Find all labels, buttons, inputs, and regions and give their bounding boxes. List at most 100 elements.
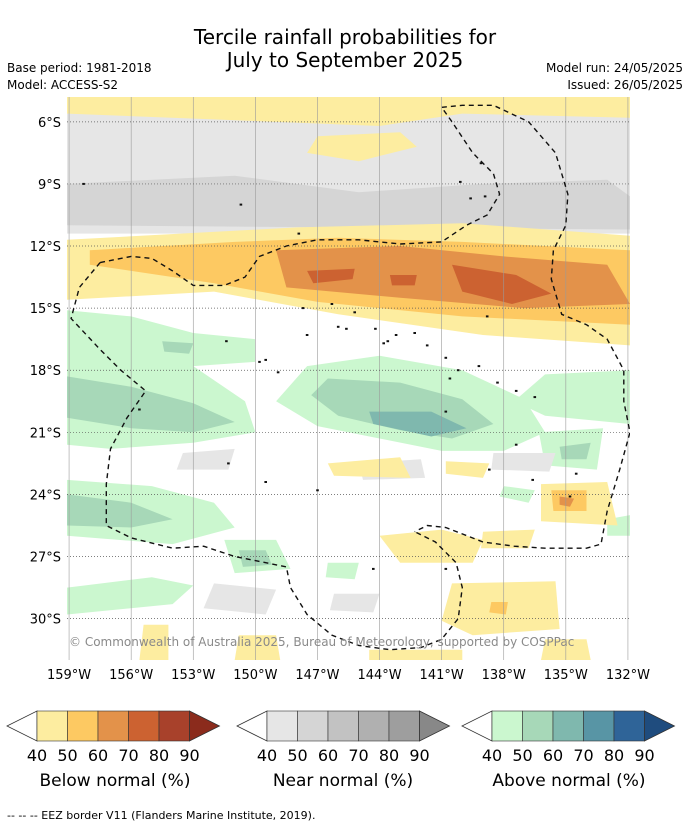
colorbar-segment: [266, 710, 298, 742]
x-axis-ticks: 159°W 156°W 153°W 150°W 147°W 144°W 141°W 138°W…: [47, 668, 650, 683]
colorbar-tick-label: 80: [379, 746, 399, 765]
island-marker: [568, 495, 572, 498]
colorbar-max-extension: [419, 710, 451, 742]
colorbar-segment: [613, 710, 645, 742]
island-marker: [225, 340, 228, 343]
colorbar-segment: [97, 710, 129, 742]
below-normal-region: [307, 132, 417, 162]
chart-title-line1: Tercile rainfall probabilities for: [193, 25, 497, 49]
island-marker: [514, 389, 518, 392]
below-normal-region: [67, 97, 630, 126]
below-normal-region: [327, 457, 411, 478]
island-marker: [227, 462, 230, 465]
island-marker: [297, 232, 301, 235]
island-marker: [456, 369, 460, 372]
colorbar-segment: [358, 710, 390, 742]
colorbar-min-extension: [6, 710, 38, 742]
above-normal-region: [325, 562, 359, 580]
colorbar-max-extension: [644, 710, 676, 742]
island-marker: [264, 481, 267, 483]
colorbar-segment: [522, 710, 554, 742]
gridlines: [67, 97, 630, 660]
colorbar-segment: [388, 710, 420, 742]
island-marker: [374, 327, 377, 330]
colorbar-tick-label: 70: [573, 746, 593, 765]
colorbar-segment: [297, 710, 329, 742]
colorbar-tick-label: 50: [512, 746, 532, 765]
island-marker: [496, 381, 499, 384]
island-outlines: [82, 162, 578, 570]
x-tick-label: 159°W: [47, 668, 91, 683]
colorbar-tick-label: 80: [149, 746, 169, 765]
island-marker: [483, 195, 487, 198]
y-tick-label: 21°S: [30, 426, 61, 441]
y-axis-ticks: 6°S 9°S 12°S 15°S 18°S 21°S 24°S 27°S 30°S: [30, 116, 61, 628]
island-marker: [488, 468, 491, 471]
island-marker: [444, 356, 448, 359]
island-marker: [301, 307, 305, 310]
x-tick-label: 150°W: [233, 668, 277, 683]
island-marker: [459, 180, 462, 183]
above-normal-region: [369, 411, 467, 437]
colorbar-min-extension: [236, 710, 268, 742]
x-tick-label: 153°W: [171, 668, 215, 683]
island-marker: [330, 303, 334, 305]
near-normal-region: [176, 448, 235, 470]
colorbar-tick-label: 70: [348, 746, 368, 765]
island-marker: [345, 327, 348, 330]
x-tick-label: 132°W: [606, 668, 650, 683]
eez-border-line: [99, 104, 630, 549]
island-marker: [276, 371, 280, 374]
below-normal-region: [139, 624, 169, 660]
colorbar-tick-label: 40: [257, 746, 277, 765]
island-marker: [514, 443, 518, 446]
island-marker: [316, 489, 319, 492]
island-marker: [386, 340, 390, 343]
island-marker: [82, 182, 85, 185]
colorbar-segment: [128, 710, 160, 742]
island-marker: [413, 332, 416, 334]
near-normal-region: [491, 453, 556, 472]
colorbar-min-extension: [461, 710, 493, 742]
island-marker: [531, 478, 534, 481]
above-normal-region: [67, 376, 235, 433]
island-marker: [477, 365, 481, 368]
below-normal-region: [379, 529, 483, 563]
y-tick-label: 6°S: [38, 116, 61, 131]
near-normal-region: [329, 593, 380, 613]
x-tick-label: 135°W: [544, 668, 588, 683]
eez-footnote: -- -- -- EEZ border V11 (Flanders Marine…: [7, 809, 316, 822]
colorbar-segment: [158, 710, 190, 742]
colorbar-segment: [491, 710, 523, 742]
y-tick-label: 12°S: [30, 240, 61, 255]
y-tick-label: 18°S: [30, 364, 61, 379]
island-marker: [394, 334, 398, 336]
colorbar-max-extension: [189, 710, 221, 742]
y-tick-label: 15°S: [30, 302, 61, 317]
island-marker: [382, 342, 385, 345]
colorbar-above-label: Above normal (%): [492, 771, 646, 791]
y-tick-label: 9°S: [38, 178, 61, 193]
colorbar-tick-label: 50: [287, 746, 307, 765]
above-normal-region: [67, 494, 173, 528]
island-marker: [305, 334, 309, 336]
colorbar-tick-label: 40: [482, 746, 502, 765]
below-normal-region: [445, 461, 490, 478]
near-normal-region: [203, 583, 277, 615]
island-marker: [336, 325, 340, 328]
island-marker: [353, 311, 356, 314]
colorbar-tick-label: 60: [318, 746, 338, 765]
colorbar-tick-label: 70: [118, 746, 138, 765]
above-normal-region: [162, 341, 194, 354]
colorbar-segment: [36, 710, 68, 742]
colorbar-segment: [552, 710, 584, 742]
island-marker: [448, 377, 452, 380]
below-normal-region: [481, 529, 535, 549]
below-normal-region: [452, 264, 552, 304]
eez-border: [70, 104, 630, 651]
below-normal-region: [307, 268, 355, 284]
colorbar-tick-label: 90: [179, 746, 199, 765]
island-marker: [258, 360, 261, 363]
base-period-label: Base period: 1981-2018: [7, 61, 152, 75]
